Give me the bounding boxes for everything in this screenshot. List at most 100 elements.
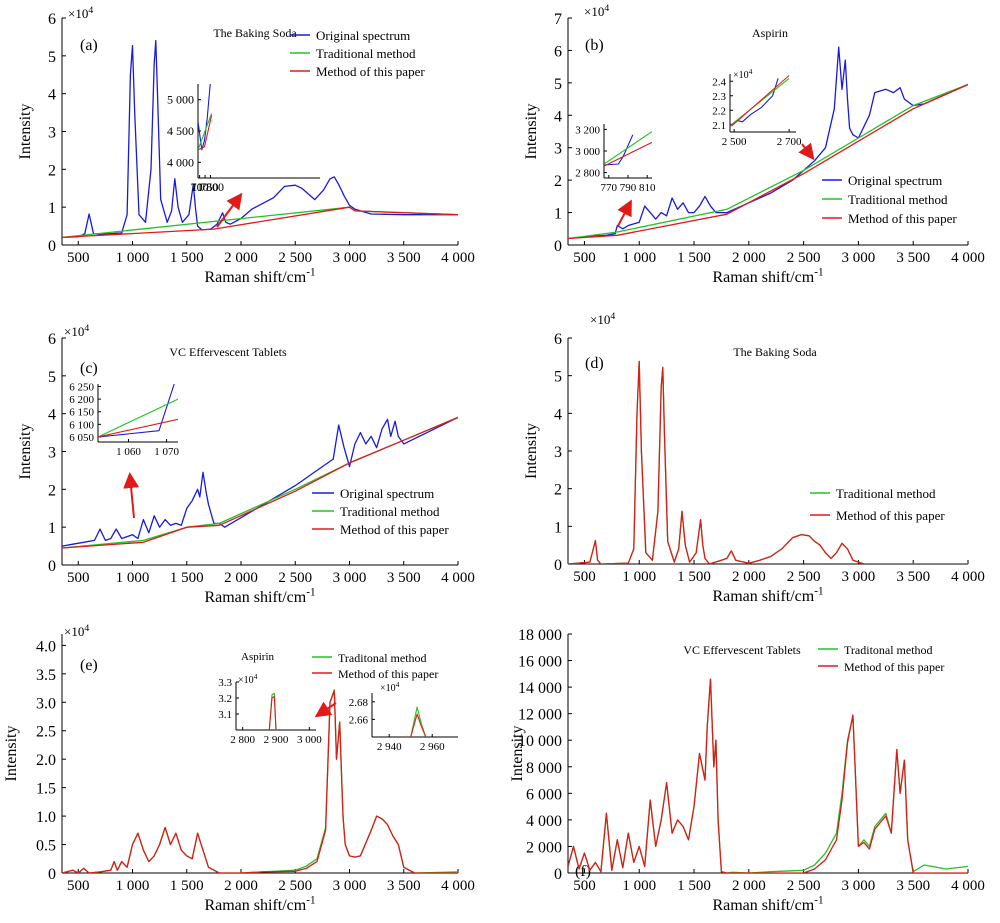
x-tick-label: 1 000: [116, 250, 150, 266]
inset-b-inset_right: 2 500 2 700 2.1 2.2 2.3 2.4 ×104: [712, 67, 802, 148]
inset-y-tick-label: 3.3: [218, 677, 232, 689]
inset-b-inset_left: 770 790 810 2 800 3 000 3 200: [575, 124, 656, 194]
x-axis-label: Raman shift/cm-1: [712, 267, 823, 286]
panel-f: 500 1 000 1 500 2 000 2 500 3 000 3 500 4 000 0 2…: [509, 627, 985, 914]
y-tick-label: 5: [554, 76, 562, 93]
axis-multiplier: ×104: [68, 5, 93, 21]
c-inset-series-traditional-method: [98, 398, 178, 438]
arrow-c: [123, 472, 140, 519]
x-tick-label: 3 500: [896, 569, 930, 585]
inset-x-tick-label: 1 060: [116, 446, 141, 458]
inset-title: Aspirin: [241, 651, 275, 663]
y-axis-label: Intensity: [17, 424, 34, 480]
legend-label: Original spectrum: [316, 28, 410, 43]
axis-multiplier: ×104: [584, 3, 609, 19]
y-tick-label: 3: [554, 141, 562, 158]
x-tick-label: 1 000: [116, 570, 150, 586]
x-tick-label: 500: [573, 250, 596, 266]
inset-x-tick-label: 2 960: [420, 741, 445, 753]
y-tick-label: 14 000: [518, 680, 562, 697]
chart-title: The Baking Soda: [213, 26, 297, 40]
y-axis-label: Intensity: [523, 104, 540, 160]
inset-y-tick-label: 3.1: [218, 709, 232, 721]
inset-x-tick-label: 1 750: [192, 180, 219, 194]
x-tick-label: 2 000: [732, 250, 766, 266]
inset-y-tick-label: 6 250: [69, 382, 94, 394]
inset-y-tick-label: 5 000: [167, 93, 194, 107]
y-tick-label: 5: [48, 49, 56, 66]
y-tick-label: 4.0: [36, 638, 56, 655]
legend-label: Method of this paper: [848, 211, 957, 226]
chart-title: VC Effervescent Tablets: [169, 345, 287, 359]
a-series-original-spectrum: [62, 40, 458, 239]
y-tick-label: 4: [48, 407, 56, 424]
chart-title: The Baking Soda: [733, 345, 817, 359]
y-tick-label: 1.5: [36, 781, 56, 798]
x-tick-label: 4 000: [951, 569, 985, 585]
a-inset-series-method-of-this-paper: [198, 115, 213, 151]
inset-e-inset_left: 2 800 2 900 3 000 3.1 3.2 3.3 ×104 Aspirin: [218, 651, 322, 746]
e-inset-series-method-of-this-paper: [410, 713, 427, 737]
x-tick-label: 2 500: [278, 878, 312, 894]
e-inset-series-method-of-this-paper: [268, 695, 277, 730]
c-series-method-of-this-paper: [62, 416, 458, 549]
y-tick-label: 3.0: [36, 695, 56, 712]
legend-label: Original spectrum: [340, 486, 434, 501]
x-tick-label: 1 000: [622, 569, 656, 585]
y-tick-label: 2 000: [526, 839, 562, 856]
legend-label: Traditional method: [848, 192, 948, 207]
a-series-method-of-this-paper: [62, 206, 458, 239]
y-tick-label: 4: [554, 108, 562, 125]
y-tick-label: 0: [554, 866, 562, 883]
inset-y-tick-label: 4 000: [167, 155, 194, 169]
y-tick-label: 18 000: [518, 627, 562, 644]
c-inset-series-original-spectrum: [98, 384, 175, 438]
inset-y-tick-label: 2.68: [349, 697, 369, 709]
y-tick-label: 2.0: [36, 752, 56, 769]
y-tick-label: 0: [48, 558, 56, 575]
inset-multiplier: ×104: [380, 680, 400, 694]
inset-x-tick-label: 2 500: [722, 136, 747, 148]
axis-multiplier: ×104: [64, 323, 89, 339]
c-series-original-spectrum: [62, 416, 458, 547]
y-axis-label: Intensity: [3, 726, 20, 782]
x-tick-label: 2 500: [787, 569, 821, 585]
y-tick-label: 3: [48, 125, 56, 142]
y-tick-label: 5: [48, 369, 56, 386]
legend-label: Method of this paper: [338, 667, 438, 681]
x-tick-label: 2 500: [278, 570, 312, 586]
x-tick-label: 2 000: [224, 250, 258, 266]
inset-x-tick-label: 2 700: [777, 136, 802, 148]
b-series-original-spectrum: [568, 46, 968, 240]
inset-x-tick-label: 2 900: [264, 734, 289, 746]
panel-a: 500 1 000 1 500 2 000 2 500 3 000 3 500 4 000 0 1…: [17, 5, 475, 286]
x-axis-label: Raman shift/cm-1: [204, 267, 315, 286]
panel-label: (a): [80, 37, 98, 54]
y-tick-label: 3: [48, 445, 56, 462]
legend-label: Traditional method: [340, 504, 440, 519]
x-tick-label: 3 000: [842, 569, 876, 585]
legend-label: Method of this paper: [316, 64, 425, 79]
y-tick-label: 10 000: [518, 733, 562, 750]
x-tick-label: 3 000: [842, 250, 876, 266]
e-series-method-of-this-paper: [62, 690, 458, 873]
y-tick-label: 6: [48, 331, 56, 348]
y-tick-label: 0: [554, 238, 562, 255]
panel-c: 500 1 000 1 500 2 000 2 500 3 000 3 500 4 000 0 1…: [17, 323, 475, 606]
arrow-e: [314, 701, 337, 718]
inset-x-tick-label: 770: [601, 182, 618, 194]
panel-label: (b): [585, 37, 604, 54]
x-tick-label: 1 000: [622, 878, 656, 894]
legend-label: Traditonal method: [338, 651, 427, 665]
x-tick-label: 500: [67, 570, 90, 586]
y-tick-label: 6: [554, 331, 562, 348]
inset-x-tick-label: 1 800: [197, 180, 224, 194]
inset-x-tick-label: 2 940: [377, 741, 402, 753]
inset-x-tick-label: 2 800: [230, 734, 255, 746]
inset-y-tick-label: 2.66: [349, 714, 369, 726]
panel-label: (c): [80, 360, 98, 377]
b-inset-series-traditional-method: [604, 131, 652, 165]
y-tick-label: 1: [48, 520, 56, 537]
x-tick-label: 3 500: [896, 878, 930, 894]
